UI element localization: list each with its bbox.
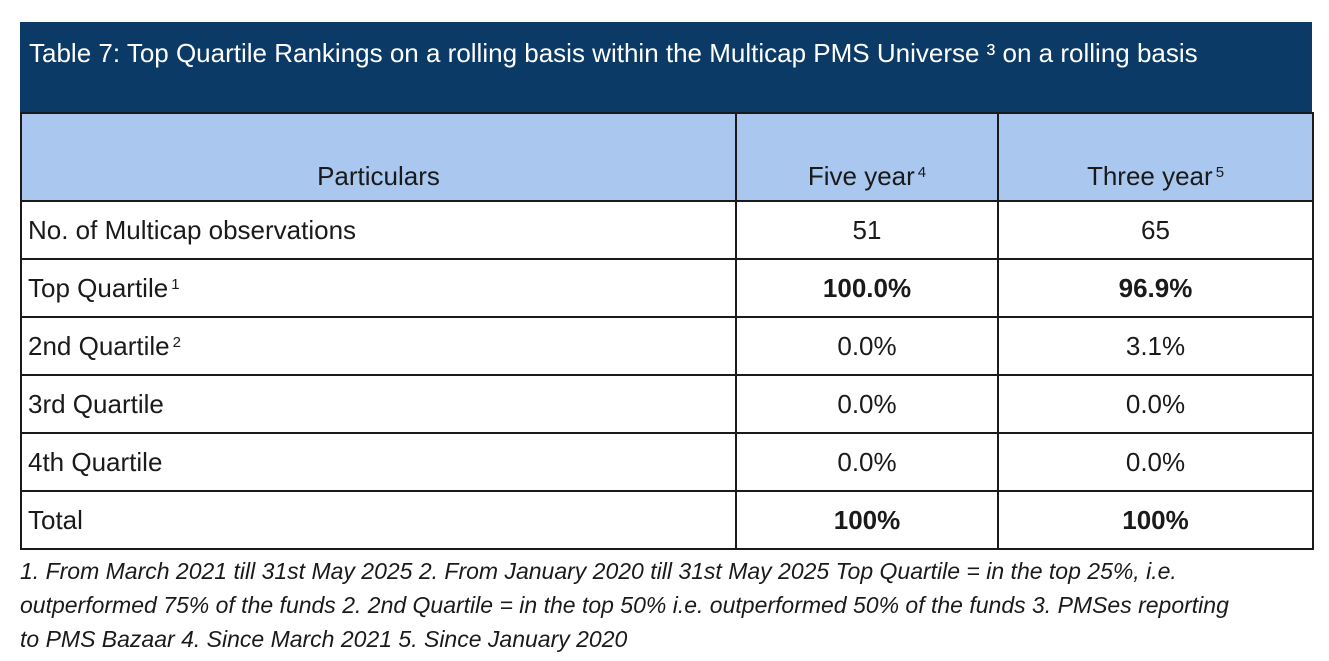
five-year-value: 0.0% — [735, 374, 999, 434]
row-label: 4th Quartile — [20, 432, 737, 492]
five-year-value: 100.0% — [735, 258, 999, 318]
three-year-value: 3.1% — [997, 316, 1314, 376]
table-row: 3rd Quartile 0.0% 0.0% — [20, 374, 1314, 434]
five-year-value: 0.0% — [735, 316, 999, 376]
three-year-value: 0.0% — [997, 432, 1314, 492]
three-year-value: 0.0% — [997, 374, 1314, 434]
five-year-value: 0.0% — [735, 432, 999, 492]
header-particulars: Particulars — [20, 112, 737, 202]
three-year-value: 96.9% — [997, 258, 1314, 318]
quartile-table: Particulars Five year 4 Three year 5 No. o… — [20, 112, 1314, 550]
row-label: Total — [20, 490, 737, 550]
three-year-value: 100% — [997, 490, 1314, 550]
table-row: No. of Multicap observations 51 65 — [20, 200, 1314, 260]
table-row: Total 100% 100% — [20, 490, 1314, 550]
header-five-year: Five year 4 — [735, 112, 999, 202]
row-label: 2nd Quartile 2 — [20, 316, 737, 376]
row-label: No. of Multicap observations — [20, 200, 737, 260]
table-row: 2nd Quartile 2 0.0% 3.1% — [20, 316, 1314, 376]
five-year-value: 100% — [735, 490, 999, 550]
header-row: Particulars Five year 4 Three year 5 — [20, 112, 1314, 202]
footnote: 1. From March 2021 till 31st May 2025 2.… — [20, 558, 1229, 652]
table-row: 4th Quartile 0.0% 0.0% — [20, 432, 1314, 492]
row-label: 3rd Quartile — [20, 374, 737, 434]
three-year-value: 65 — [997, 200, 1314, 260]
table-row: Top Quartile 1 100.0% 96.9% — [20, 258, 1314, 318]
table-container: Table 7: Top Quartile Rankings on a roll… — [20, 22, 1314, 656]
header-three-year: Three year 5 — [997, 112, 1314, 202]
five-year-value: 51 — [735, 200, 999, 260]
table-title: Table 7: Top Quartile Rankings on a roll… — [20, 22, 1312, 112]
row-label: Top Quartile 1 — [20, 258, 737, 318]
